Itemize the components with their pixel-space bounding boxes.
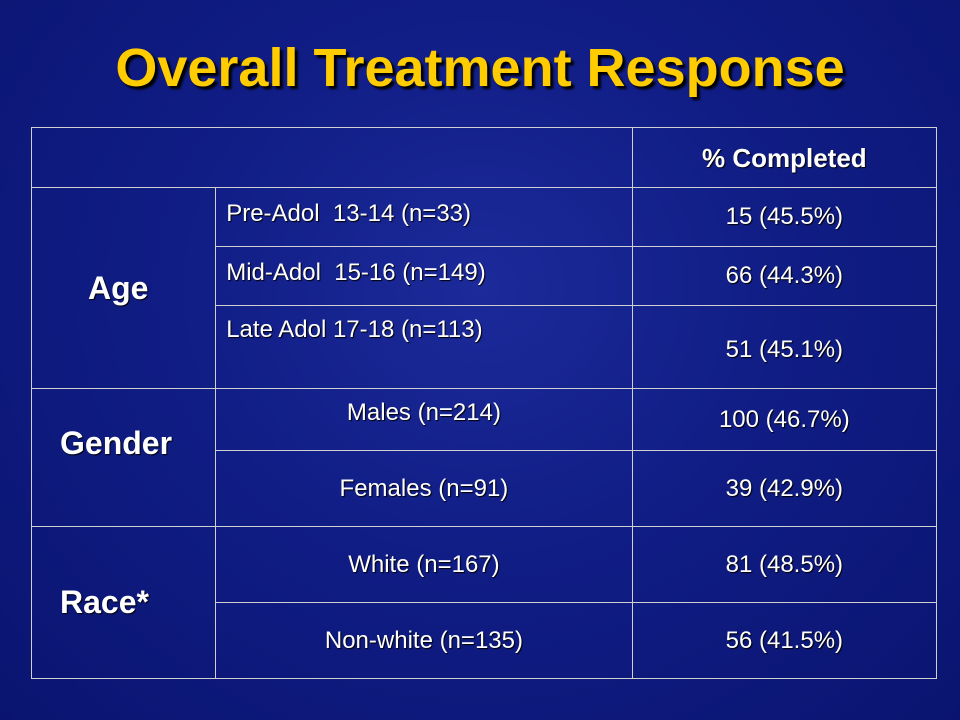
table-row: Mid-Adol 15-16 (n=149) 66 (44.3%) <box>32 246 938 306</box>
header-blank-cell <box>31 127 633 188</box>
table-row: Age Pre-Adol 13-14 (n=33) 15 (45.5%) <box>30 187 938 389</box>
table-row: Race* White (n=167) 81 (48.5%) <box>30 526 938 679</box>
completed-value: 56 (41.5%) <box>631 602 938 679</box>
category-gender: Gender <box>30 388 217 527</box>
subgroup-label: White (n=167) <box>215 526 633 603</box>
treatment-response-table: % Completed Age Pre-Adol 13-14 (n=33) 15… <box>30 127 938 679</box>
subgroup-label: Females (n=91) <box>215 450 633 527</box>
table-row: Non-white (n=135) 56 (41.5%) <box>32 602 938 679</box>
table-row: Females (n=91) 39 (42.9%) <box>32 450 938 527</box>
category-age: Age <box>30 187 217 389</box>
completed-value: 39 (42.9%) <box>631 450 938 527</box>
slide-title: Overall Treatment Response <box>115 38 845 98</box>
completed-value: 100 (46.7%) <box>631 388 938 451</box>
subgroup-label: Mid-Adol 15-16 (n=149) <box>215 246 633 306</box>
completed-value: 51 (45.1%) <box>631 305 938 389</box>
completed-value: 15 (45.5%) <box>631 187 938 247</box>
header-completed: % Completed <box>631 127 938 188</box>
table-row: Gender Males (n=214) 100 (46.7%) <box>30 388 938 527</box>
subgroup-label: Non-white (n=135) <box>215 602 633 679</box>
subgroup-label: Males (n=214) <box>215 388 633 451</box>
table-header-row: % Completed <box>31 127 938 188</box>
subgroup-label: Late Adol 17-18 (n=113) <box>215 305 633 389</box>
category-race: Race* <box>30 526 217 679</box>
subgroup-label: Pre-Adol 13-14 (n=33) <box>215 187 633 247</box>
completed-value: 66 (44.3%) <box>631 246 938 306</box>
completed-value: 81 (48.5%) <box>631 526 938 603</box>
